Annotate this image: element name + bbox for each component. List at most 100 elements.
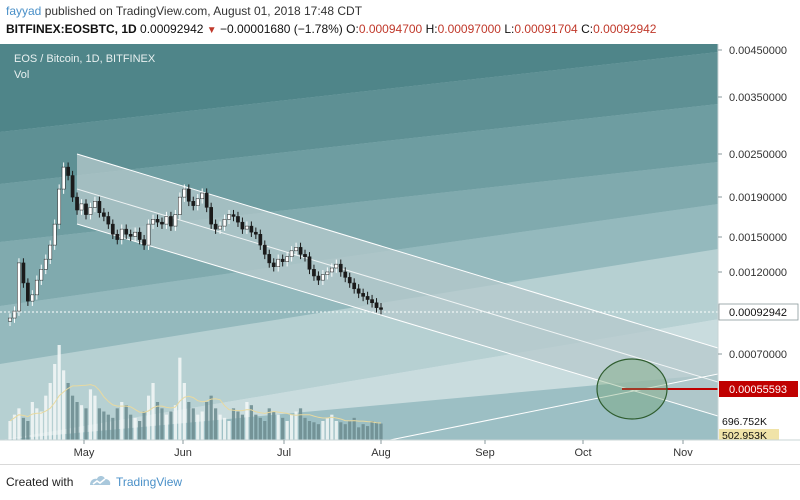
volume-bar xyxy=(365,426,370,440)
fan-band-2 xyxy=(0,52,718,184)
candle-body xyxy=(75,196,79,211)
price-tick-label: 0.00250000 xyxy=(729,149,787,161)
time-tick-label: Jul xyxy=(277,447,291,459)
volume-bar xyxy=(245,402,249,440)
candle-body xyxy=(294,247,298,252)
volume-bar xyxy=(93,395,97,440)
volume-bar xyxy=(17,408,21,440)
price-chart[interactable]: 0.00450000 0.00350000 0.00250000 0.00190000… xyxy=(0,44,800,464)
candle-body xyxy=(298,247,303,255)
volume-bar xyxy=(330,414,334,440)
candle-body xyxy=(164,216,169,225)
high-label: H: xyxy=(425,22,438,36)
time-axis[interactable] xyxy=(0,440,800,464)
candle-body xyxy=(66,166,70,176)
time-tick-label: Nov xyxy=(673,447,693,459)
candle-body xyxy=(115,234,120,240)
candle-body xyxy=(231,214,236,217)
volume-tag-2: 502.953K xyxy=(719,429,779,442)
candle-body xyxy=(303,254,307,257)
candle-body xyxy=(245,225,249,230)
volume-bar xyxy=(379,423,383,440)
candle-body xyxy=(124,228,129,235)
time-ticks: May Jun Jul Aug Sep Oct Nov xyxy=(74,440,693,459)
volume-bar xyxy=(298,408,303,440)
volume-bar xyxy=(35,408,39,440)
volume-bar xyxy=(254,414,258,440)
high-value: 0.00097000 xyxy=(437,22,501,36)
price-tick-label: 0.00190000 xyxy=(729,192,787,204)
volume-bar xyxy=(151,383,155,440)
created-with-label: Created with xyxy=(6,475,74,489)
candle-body xyxy=(169,216,173,227)
candle-body xyxy=(312,269,316,277)
volume-bar xyxy=(70,395,75,440)
volume-bar xyxy=(321,421,325,440)
volume-bar xyxy=(62,370,66,440)
candle-body xyxy=(258,234,263,246)
price-axis[interactable] xyxy=(718,44,800,440)
candle-body xyxy=(93,201,97,208)
volume-bar xyxy=(138,421,142,440)
volume-bar xyxy=(231,408,236,440)
volume-bar xyxy=(97,408,101,440)
volume-bar xyxy=(263,421,267,440)
volume-bar xyxy=(290,414,294,440)
tradingview-brand-link[interactable]: TradingView xyxy=(116,475,183,489)
candle-body xyxy=(289,250,294,257)
price-tick-label: 0.00070000 xyxy=(729,349,787,361)
candle-body xyxy=(209,207,213,225)
volume-bar xyxy=(146,395,151,440)
quote-line: BITFINEX:EOSBTC, 1D 0.00092942 ▼ −0.0000… xyxy=(6,22,656,36)
volume-tag-2-text: 502.953K xyxy=(722,430,767,442)
candle-body xyxy=(133,231,138,237)
volume-bar xyxy=(249,405,253,440)
candle-body xyxy=(8,317,12,322)
volume-bar xyxy=(142,411,146,440)
candle-body xyxy=(374,302,379,308)
candle-body xyxy=(316,275,321,281)
chart-legend: EOS / Bitcoin, 1D, BITFINEX Vol xyxy=(14,53,155,81)
price-tick-label: 0.00120000 xyxy=(729,267,787,279)
current-price-tag: 0.00092942 xyxy=(718,303,799,321)
volume-bar xyxy=(334,421,338,440)
candles xyxy=(8,162,383,327)
candle-body xyxy=(253,231,258,235)
candle-body xyxy=(34,279,39,296)
candle-body xyxy=(97,201,102,214)
time-tick-label: May xyxy=(74,447,95,459)
volume-bar xyxy=(370,421,374,440)
tradingview-logo-icon[interactable] xyxy=(88,473,112,489)
candle-body xyxy=(182,188,187,198)
candle-body xyxy=(12,310,17,319)
candle-body xyxy=(57,188,62,225)
volume-bar xyxy=(200,411,204,440)
candle-body xyxy=(88,207,93,215)
volume-bar xyxy=(294,411,298,440)
volume-bar xyxy=(160,408,164,440)
candle-body xyxy=(39,269,44,281)
chart-plot-area xyxy=(0,44,718,440)
candle-body xyxy=(347,277,352,284)
author-link[interactable]: fayyad xyxy=(6,4,42,18)
volume-bars xyxy=(8,345,383,440)
candle-body xyxy=(204,192,209,208)
candle-body xyxy=(155,219,160,223)
candle-body xyxy=(43,258,48,270)
candle-body xyxy=(195,198,200,206)
candle-body xyxy=(365,296,370,300)
volume-bar xyxy=(281,417,285,440)
candle-body xyxy=(48,244,53,260)
candle-body xyxy=(128,234,133,237)
volume-bar xyxy=(357,427,361,440)
volume-bar xyxy=(214,408,218,440)
time-tick-label: Jun xyxy=(174,447,192,459)
candle-body xyxy=(30,294,35,302)
publish-info: published on TradingView.com, August 01,… xyxy=(44,4,363,18)
candle-body xyxy=(79,203,84,211)
volume-bar xyxy=(236,411,240,440)
candle-body xyxy=(17,262,21,312)
volume-bar xyxy=(173,405,177,440)
footer: Created with TradingView xyxy=(0,464,800,500)
volume-bar xyxy=(84,408,88,440)
